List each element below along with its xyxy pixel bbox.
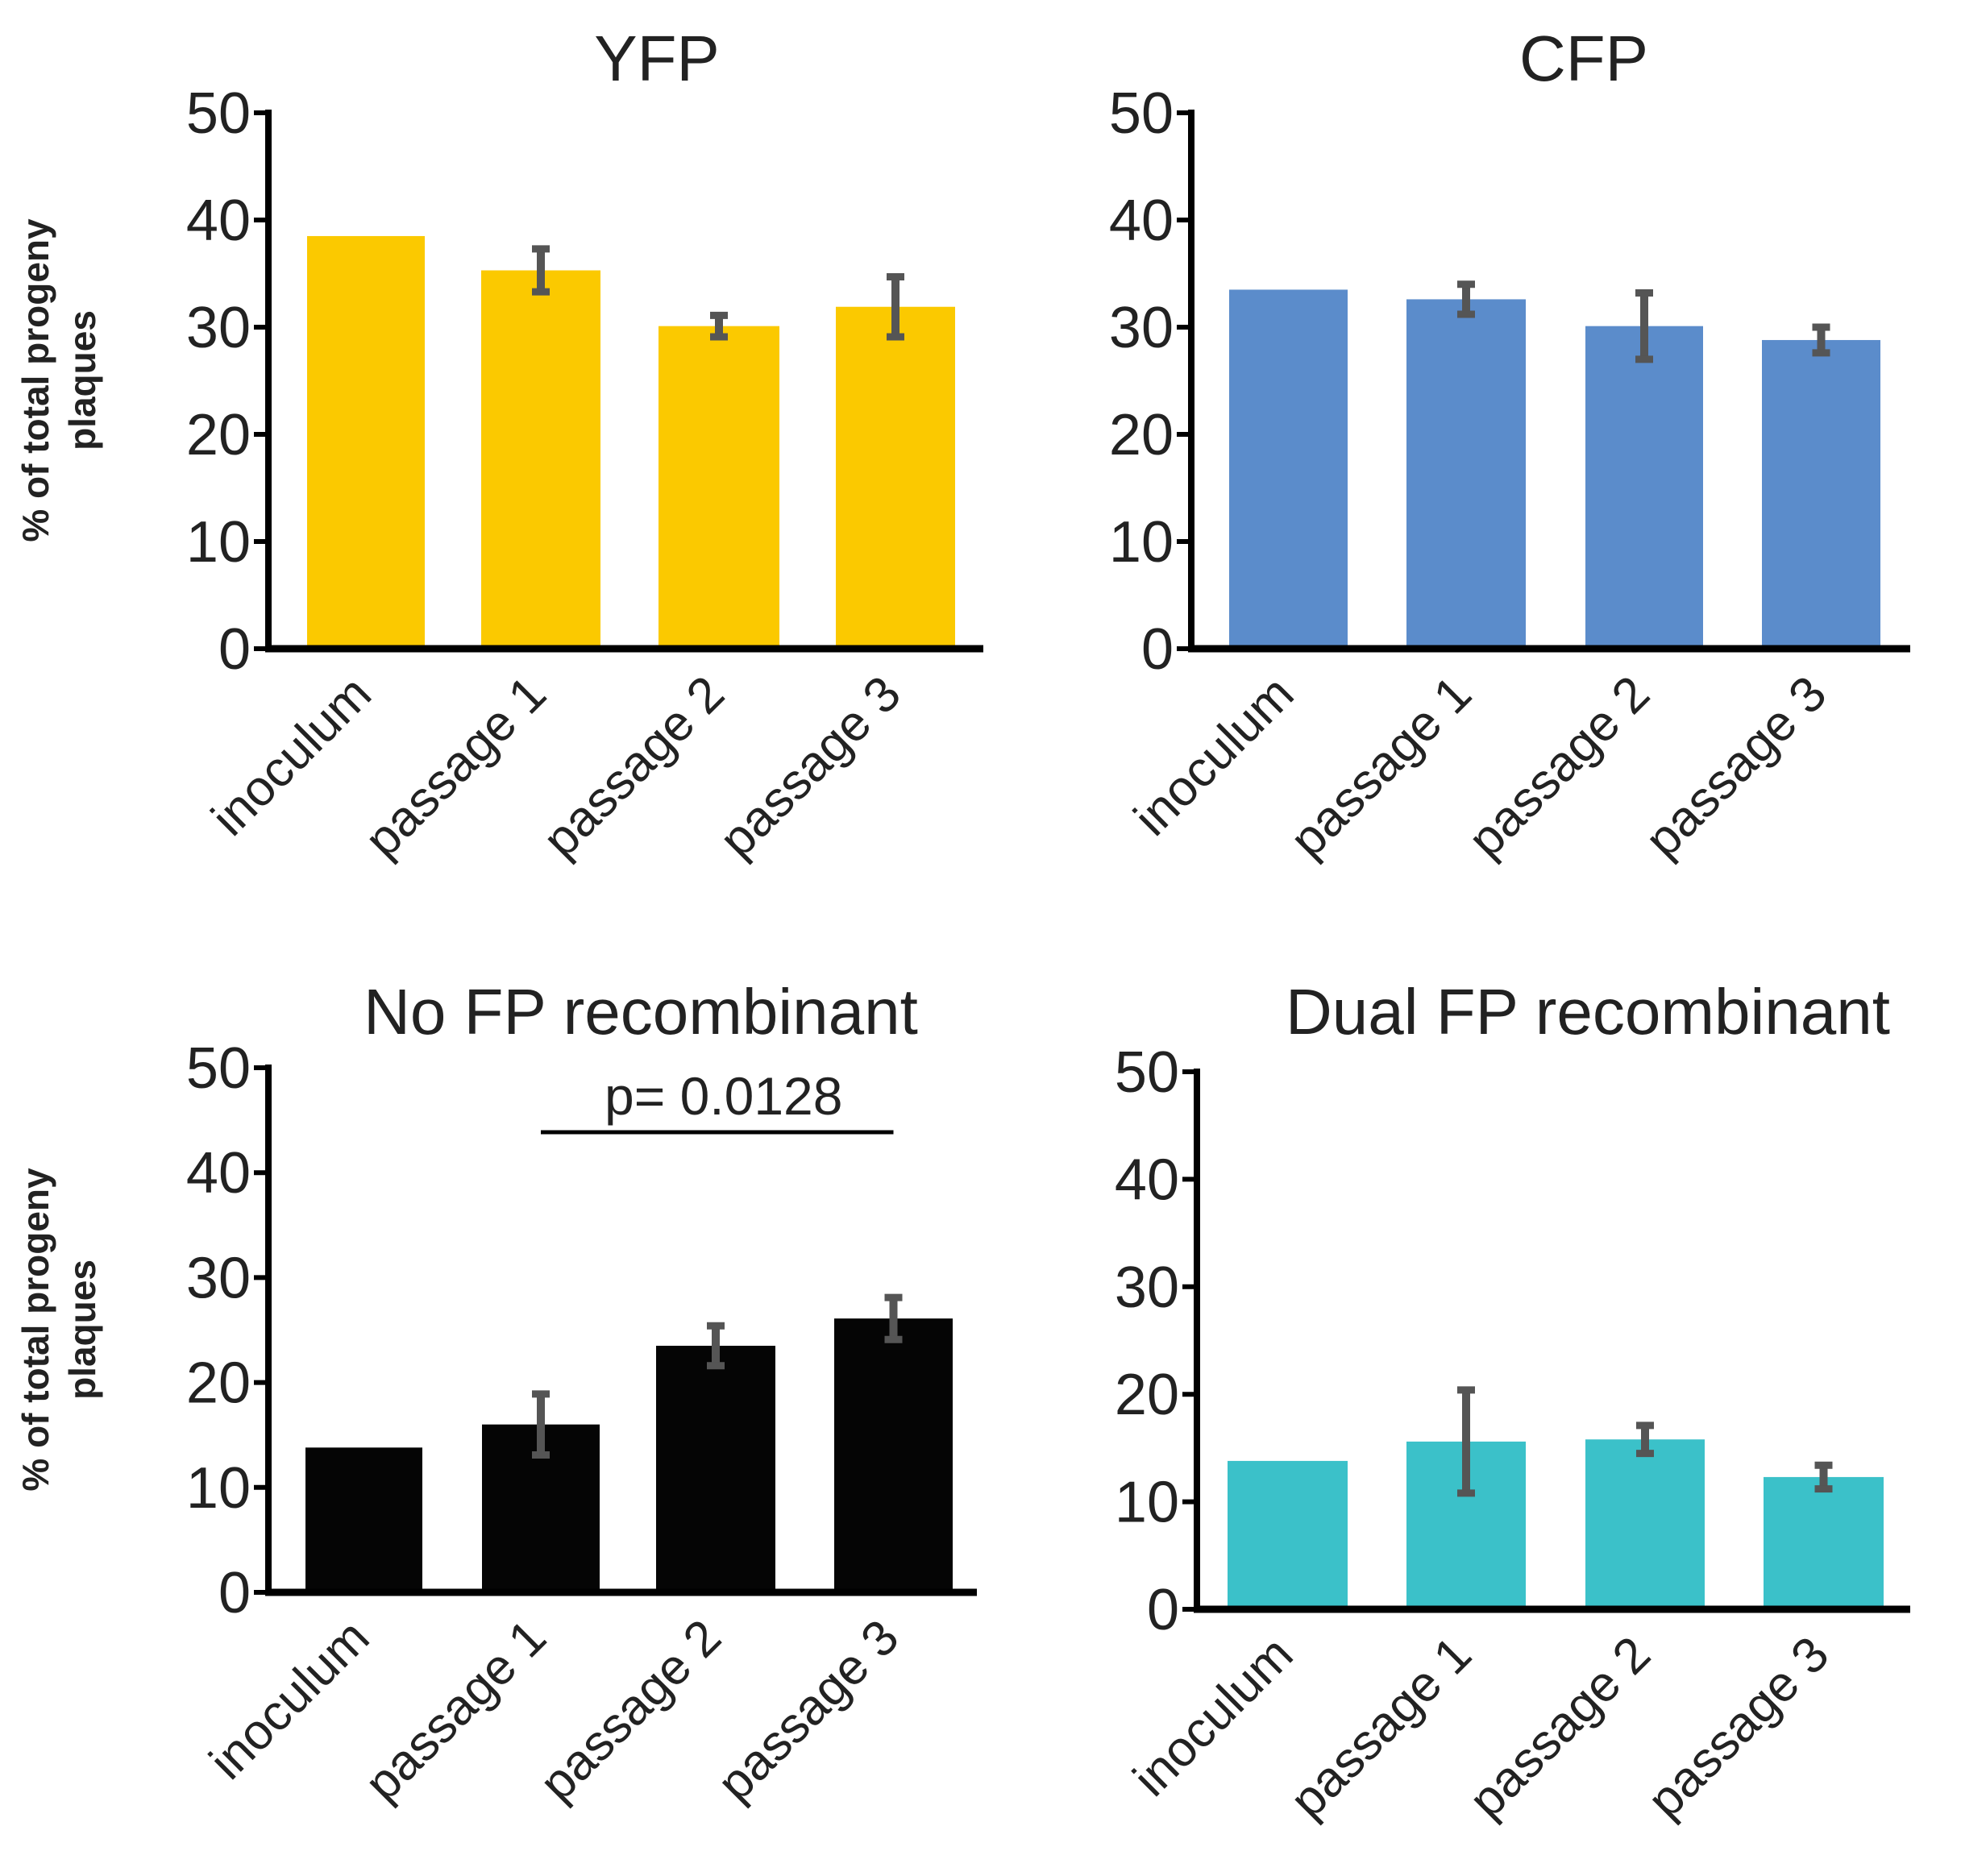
category-label: passage 3 [709,666,912,868]
p-value-label: p= 0.0128 [605,1066,842,1126]
y-tick-label: 10 [186,510,251,575]
y-tick-label: 20 [1115,1363,1179,1427]
y-tick-label: 50 [1115,1040,1179,1105]
y-tick-label: 0 [1141,617,1174,682]
y-tick-label: 50 [186,1036,251,1101]
bar-passage-3 [834,1318,953,1592]
bar-passage-2 [659,326,779,649]
y-axis-label: % of total progeny [15,218,56,542]
category-label: inoculum [199,1609,380,1790]
category-label: passage 3 [707,1609,909,1812]
y-tick-label: 0 [1147,1578,1179,1642]
y-tick-label: 10 [186,1456,251,1521]
category-label: inoculum [202,666,382,846]
bar-inoculum [305,1447,422,1592]
y-tick-label: 10 [1115,1471,1179,1535]
y-axis-label: plaques [61,1260,103,1400]
bar-inoculum [1229,289,1348,649]
category-label: passage 1 [1280,666,1482,868]
y-tick-label: 0 [218,617,251,682]
category-label: passage 2 [530,1609,732,1812]
category-label: passage 1 [355,1609,557,1812]
y-tick-label: 30 [186,296,251,360]
category-label: passage 2 [1459,1626,1661,1828]
y-tick-label: 20 [186,1351,251,1416]
panel-title: No FP recombinant [364,976,918,1048]
y-tick-label: 20 [1109,403,1174,467]
bar-passage-1 [1406,299,1526,649]
y-tick-label: 0 [218,1561,251,1625]
bar-passage-2 [656,1346,775,1592]
y-axis-label: plaques [61,310,103,450]
bar-inoculum [307,235,425,649]
bar-passage-3 [836,306,955,649]
y-tick-label: 30 [1115,1256,1179,1320]
category-label: passage 2 [533,666,735,868]
panel-title: YFP [594,23,720,94]
bar-passage-2 [1585,1439,1705,1609]
bar-inoculum [1228,1460,1348,1609]
bar-passage-3 [1762,339,1880,649]
y-tick-label: 40 [1109,189,1174,253]
panel-no-fp-recombinant: No FP recombinant01020304050inoculumpass… [15,976,977,1812]
category-label: passage 1 [1280,1626,1482,1828]
panel-title: Dual FP recombinant [1286,976,1890,1048]
category-label: inoculum [1123,1626,1303,1807]
category-label: passage 1 [355,666,557,868]
category-label: passage 3 [1635,666,1837,868]
bar-passage-3 [1764,1476,1884,1609]
y-tick-label: 20 [186,403,251,467]
panel-dual-fp-recombinant: Dual FP recombinant01020304050inoculumpa… [1115,976,1910,1828]
y-tick-label: 30 [186,1246,251,1310]
y-tick-label: 40 [186,1141,251,1206]
category-label: inoculum [1124,666,1304,846]
y-tick-label: 40 [186,189,251,253]
y-tick-label: 10 [1109,510,1174,575]
bar-passage-2 [1585,326,1703,649]
category-label: passage 2 [1458,666,1660,868]
y-tick-label: 50 [1109,81,1174,146]
category-label: passage 3 [1637,1626,1839,1828]
y-tick-label: 50 [186,81,251,146]
bar-passage-1 [481,270,600,649]
y-tick-label: 30 [1109,296,1174,360]
y-axis-label: % of total progeny [15,1168,56,1492]
y-tick-label: 40 [1115,1148,1179,1212]
panel-title: CFP [1519,23,1648,94]
